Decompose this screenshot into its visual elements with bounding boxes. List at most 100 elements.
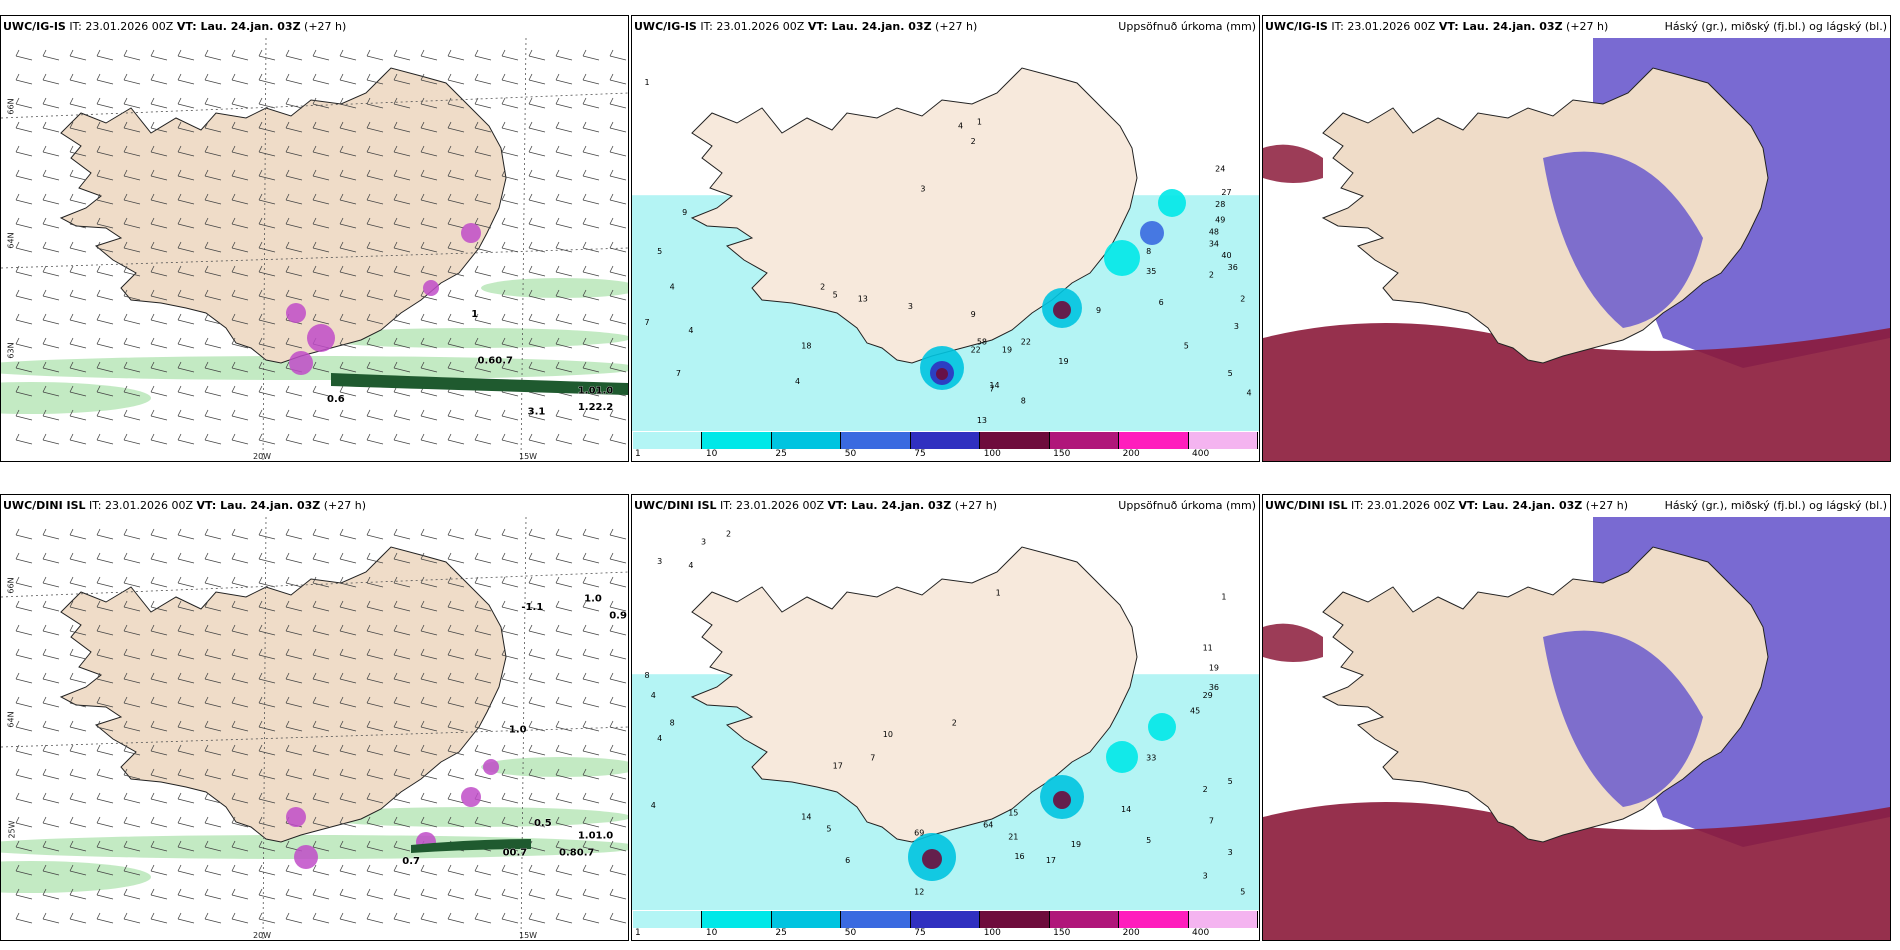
wind-barb <box>204 840 222 852</box>
wind-barb <box>150 888 168 900</box>
panel-header: UWC/DINI ISL IT: 23.01.2026 00Z VT: Lau.… <box>632 495 1259 517</box>
value-label: 4 <box>651 801 656 810</box>
wind-barb <box>96 888 114 900</box>
wind-barb <box>474 361 492 373</box>
wind-barb <box>609 241 627 253</box>
wind-barb <box>312 289 330 301</box>
wind-barb <box>96 193 114 205</box>
wind-barb <box>555 433 573 445</box>
wind-barb <box>123 576 141 588</box>
wind-barb <box>96 744 114 756</box>
wind-barb <box>312 409 330 421</box>
wind-barb <box>582 672 600 684</box>
wind-barb <box>474 648 492 660</box>
wind-barb <box>582 121 600 133</box>
wind-barb <box>150 576 168 588</box>
wind-barb <box>501 409 519 421</box>
wind-barb <box>177 121 195 133</box>
value-label: 35 <box>1146 267 1156 276</box>
wind-barb <box>69 97 87 109</box>
wind-barb <box>609 121 627 133</box>
mid-cloud-area <box>1543 151 1703 328</box>
wind-barb <box>204 696 222 708</box>
init-time: IT: 23.01.2026 00Z <box>720 499 825 512</box>
wind-barb <box>501 864 519 876</box>
wind-barb <box>609 648 627 660</box>
wind-barb <box>366 744 384 756</box>
wind-barb <box>366 289 384 301</box>
wind-barb <box>609 337 627 349</box>
init-time: IT: 23.01.2026 00Z <box>700 20 805 33</box>
wind-barb <box>177 169 195 181</box>
wind-barb <box>393 840 411 852</box>
wind-barb <box>15 624 33 636</box>
colorbar-label: 10 <box>705 449 718 459</box>
panel-title: Uppsöfnuð úrkoma (mm) <box>1118 20 1256 33</box>
wind-barb <box>582 816 600 828</box>
wind-barb <box>339 600 357 612</box>
wind-barb <box>447 409 465 421</box>
wind-barb <box>582 552 600 564</box>
value-label: 5 <box>1240 887 1245 896</box>
wind-barb <box>285 576 303 588</box>
wind-barb <box>150 840 168 852</box>
wind-barb <box>285 385 303 397</box>
wind-barb <box>96 49 114 61</box>
wind-barb <box>231 792 249 804</box>
iceland-land <box>690 67 1138 364</box>
wind-barb <box>312 816 330 828</box>
wind-barb <box>150 217 168 229</box>
init-time: IT: 23.01.2026 00Z <box>1351 499 1456 512</box>
wind-barb <box>582 313 600 325</box>
iceland-land <box>59 546 507 843</box>
wind-barb <box>69 912 87 924</box>
wind-barb <box>204 313 222 325</box>
wind-barb <box>582 241 600 253</box>
wind-barb <box>15 337 33 349</box>
wind-barb <box>366 433 384 445</box>
value-label: 8 <box>645 671 650 680</box>
wind-barb <box>15 73 33 85</box>
wind-barb <box>528 816 546 828</box>
wind-barb <box>339 121 357 133</box>
wind-barb <box>312 121 330 133</box>
wind-barb <box>582 888 600 900</box>
valid-time: VT: Lau. 24.jan. 03Z <box>827 499 952 512</box>
value-label: 19 <box>1071 840 1081 849</box>
wind-barb <box>204 624 222 636</box>
wind-barb <box>501 73 519 85</box>
wind-barb <box>582 169 600 181</box>
wind-barb <box>609 720 627 732</box>
wind-barb <box>285 433 303 445</box>
wind-barb <box>69 121 87 133</box>
wind-barb <box>69 73 87 85</box>
wind-barb <box>258 648 276 660</box>
wind-barb <box>177 720 195 732</box>
wind-barb <box>15 864 33 876</box>
valid-time: VT: Lau. 24.jan. 03Z <box>196 499 321 512</box>
wind-barb <box>501 552 519 564</box>
wind-barb <box>96 600 114 612</box>
wind-barb <box>393 528 411 540</box>
wind-barb <box>339 744 357 756</box>
wind-barb <box>609 265 627 277</box>
wind-panel-top: UWC/IG-IS IT: 23.01.2026 00Z VT: Lau. 24… <box>0 15 629 462</box>
colorbar-segment <box>910 911 981 928</box>
wind-barb <box>339 409 357 421</box>
wind-barb <box>366 888 384 900</box>
wind-barb <box>555 73 573 85</box>
wind-barb <box>42 217 60 229</box>
wind-barb <box>339 241 357 253</box>
wind-barb <box>555 49 573 61</box>
wind-barb <box>366 648 384 660</box>
value-label: 2 <box>971 137 976 146</box>
wind-barb <box>204 433 222 445</box>
wind-barb <box>204 265 222 277</box>
wind-barb <box>285 792 303 804</box>
wind-barb <box>609 433 627 445</box>
wind-barb <box>177 49 195 61</box>
wind-barb <box>204 648 222 660</box>
init-time: IT: 23.01.2026 00Z <box>89 499 194 512</box>
wind-barb <box>15 696 33 708</box>
wind-barb <box>474 912 492 924</box>
